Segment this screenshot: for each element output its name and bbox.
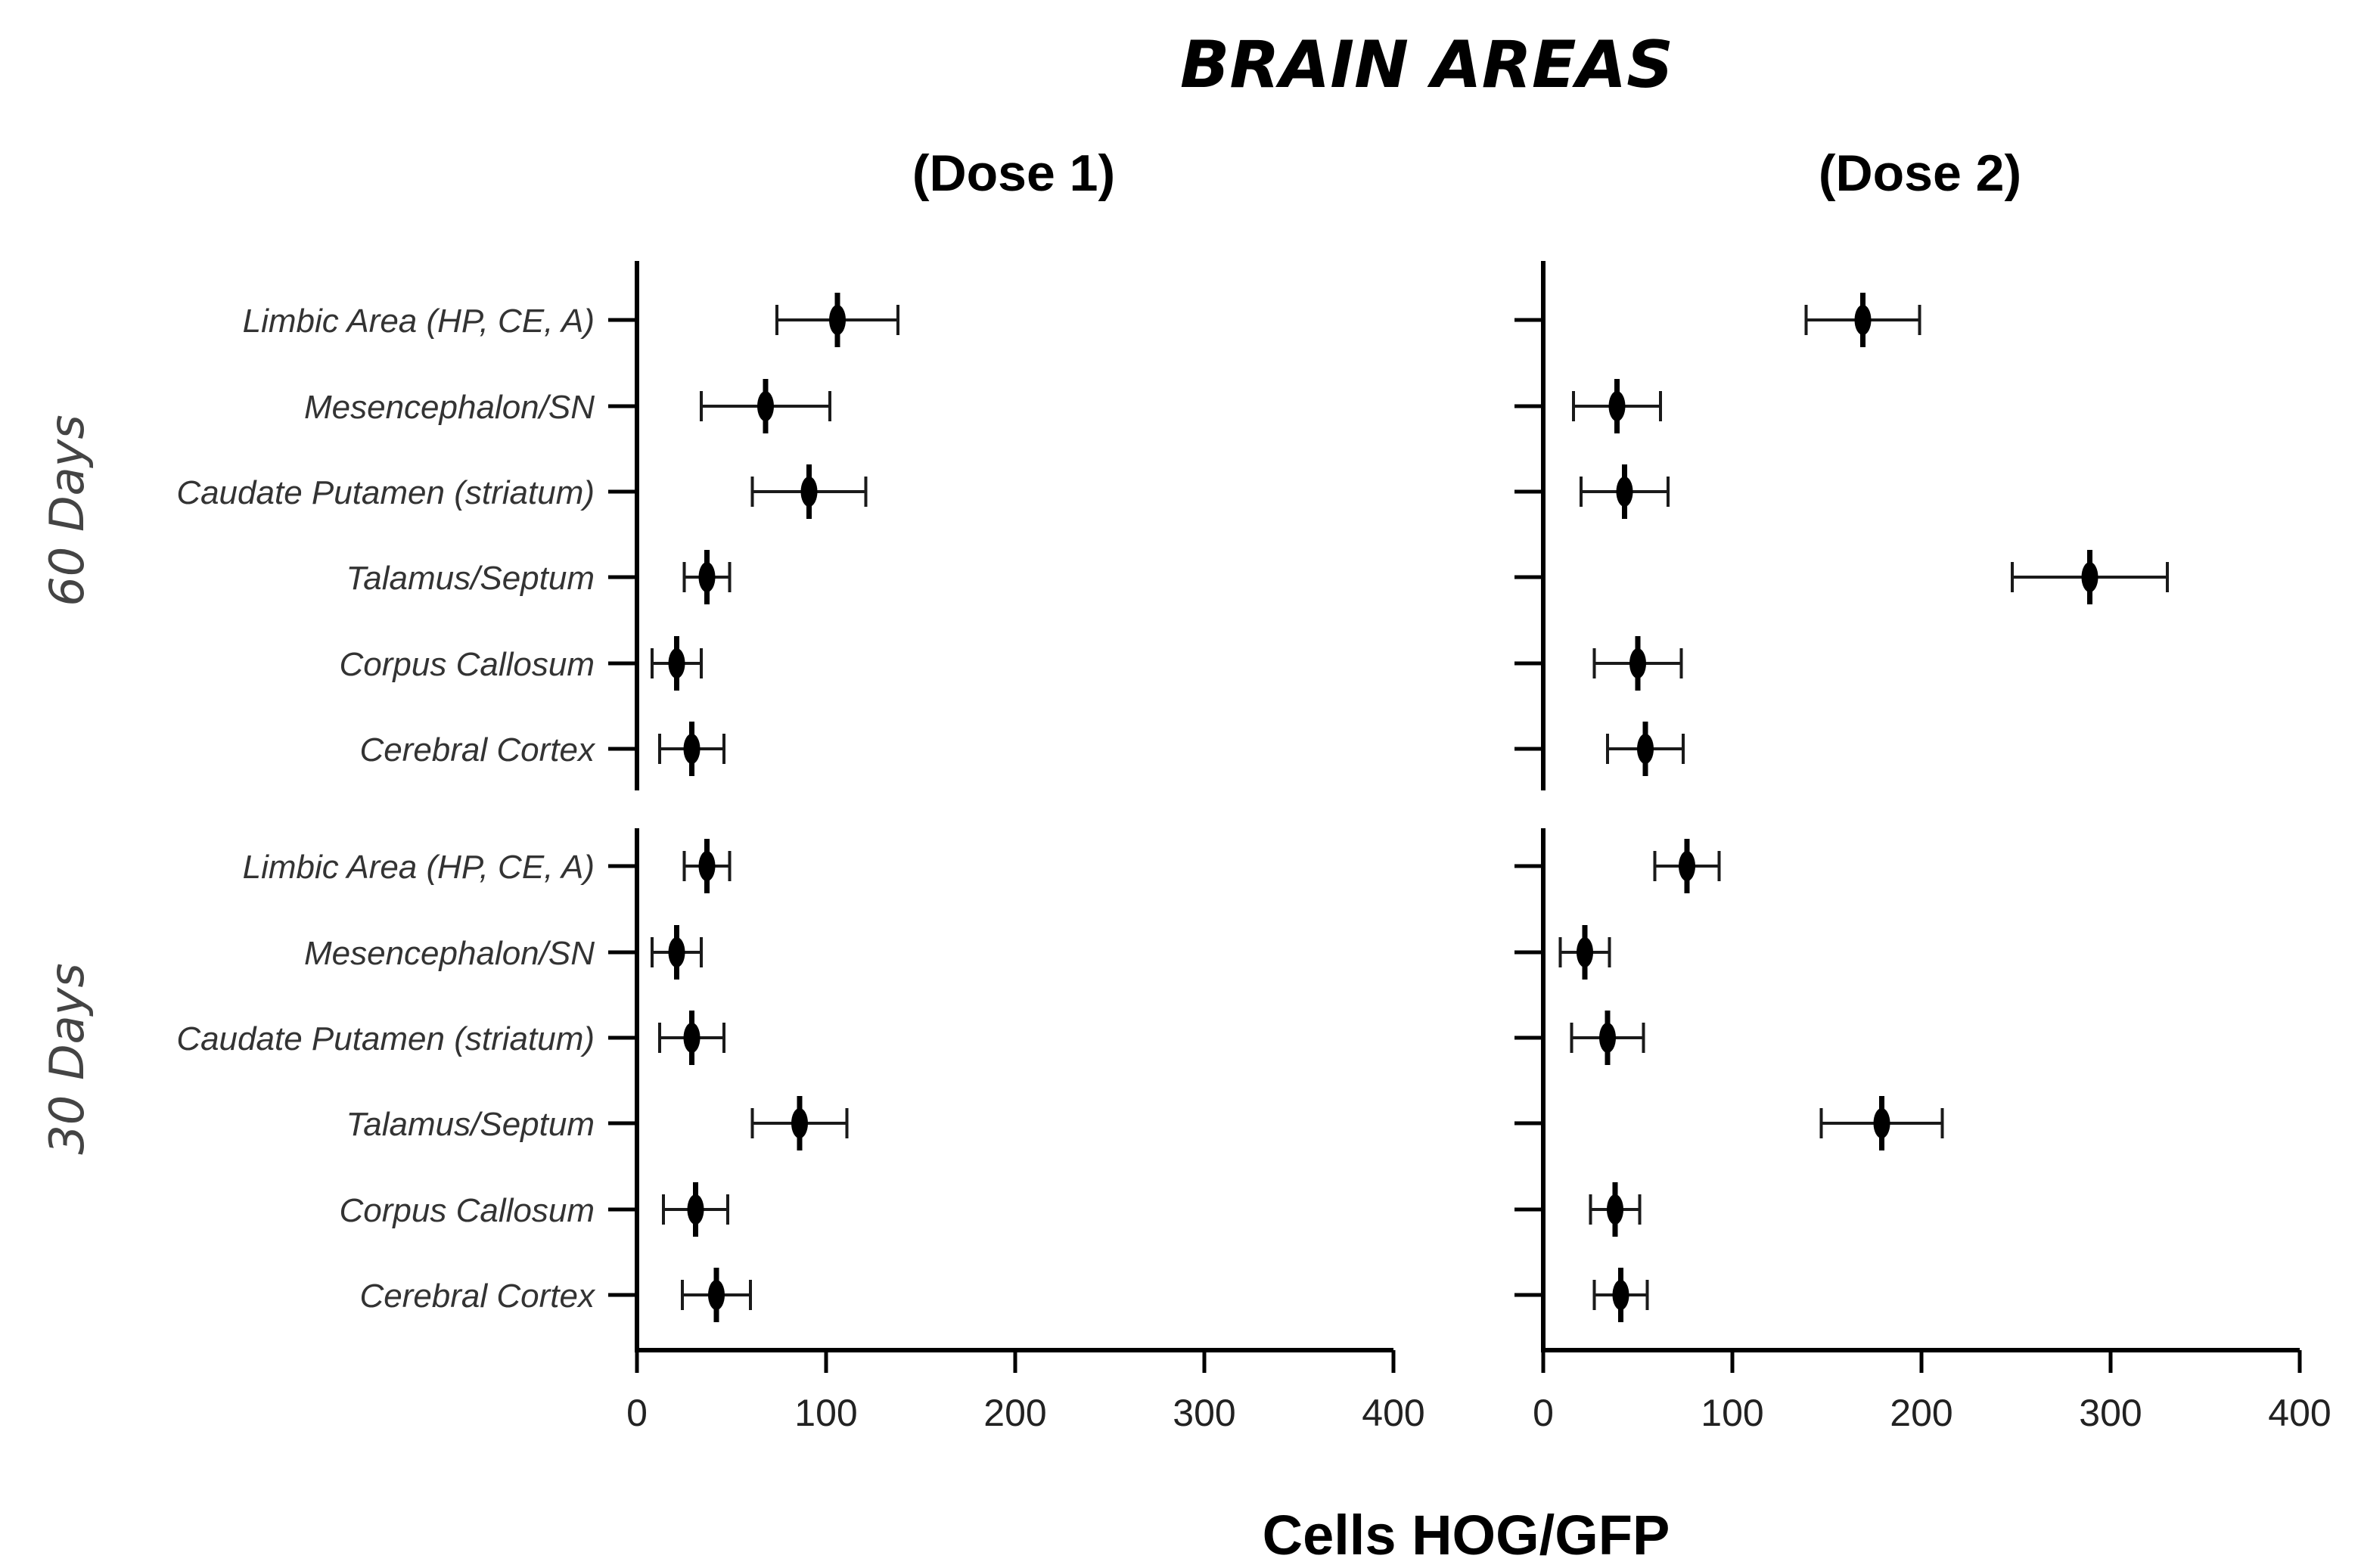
category-label-60-days-caudate-putamen-striatum: Caudate Putamen (striatum) [176,474,595,511]
data-point-dose-2-30-days-corpus-callosum [1607,1194,1623,1225]
category-label-30-days-mesencephalon-sn: Mesencephalon/SN [304,935,595,972]
x-tick-label-dose-1-200: 200 [983,1392,1046,1434]
data-point-dose-1-60-days-corpus-callosum [668,648,685,678]
x-tick-label-dose-2-200: 200 [1890,1392,1952,1434]
data-point-dose-2-60-days-limbic-area-hp-ce-a [1854,305,1872,335]
data-point-dose-2-60-days-mesencephalon-sn [1608,391,1626,421]
data-point-dose-2-60-days-caudate-putamen-striatum [1616,477,1633,507]
data-point-dose-1-30-days-caudate-putamen-striatum [683,1023,701,1053]
data-point-dose-1-60-days-limbic-area-hp-ce-a [829,305,846,335]
x-axis-label: Cells HOG/GFP [1263,1504,1670,1566]
chart-title: BRAIN AREAS [1180,27,1673,103]
data-point-dose-2-30-days-cerebral-cortex [1612,1280,1629,1310]
data-point-dose-2-30-days-caudate-putamen-striatum [1599,1023,1616,1053]
data-point-dose-1-60-days-mesencephalon-sn [757,391,774,421]
data-point-dose-1-30-days-limbic-area-hp-ce-a [698,851,716,881]
data-point-dose-1-30-days-mesencephalon-sn [668,937,685,967]
panel-title-dose-2: (Dose 2) [1819,144,2021,202]
data-point-dose-1-30-days-corpus-callosum [687,1194,704,1225]
category-label-60-days-corpus-callosum: Corpus Callosum [340,646,595,683]
category-label-30-days-cerebral-cortex: Cerebral Cortex [359,1278,596,1315]
category-label-30-days-caudate-putamen-striatum: Caudate Putamen (striatum) [176,1020,595,1057]
panel-title-dose-1: (Dose 1) [912,144,1115,202]
group-label-60-days: 60 Days [39,415,95,606]
data-point-dose-1-60-days-cerebral-cortex [683,734,701,764]
category-label-60-days-limbic-area-hp-ce-a: Limbic Area (HP, CE, A) [243,303,595,340]
data-point-dose-2-60-days-corpus-callosum [1629,648,1646,678]
x-tick-label-dose-2-100: 100 [1701,1392,1763,1434]
chart-marks: Limbic Area (HP, CE, A) Mesencephalon/SN C… [176,261,2331,1434]
category-label-30-days-talamus-septum: Talamus/Septum [346,1106,595,1143]
category-label-30-days-limbic-area-hp-ce-a: Limbic Area (HP, CE, A) [243,849,595,886]
data-point-dose-1-60-days-caudate-putamen-striatum [800,477,818,507]
x-tick-label-dose-1-300: 300 [1173,1392,1235,1434]
data-point-dose-2-30-days-talamus-septum [1873,1108,1890,1138]
data-point-dose-2-60-days-talamus-septum [2081,562,2098,592]
data-point-dose-1-30-days-cerebral-cortex [708,1280,725,1310]
x-tick-label-dose-1-100: 100 [794,1392,857,1434]
data-point-dose-1-30-days-talamus-septum [791,1108,808,1138]
data-point-dose-1-60-days-talamus-septum [698,562,716,592]
category-label-30-days-corpus-callosum: Corpus Callosum [340,1192,595,1229]
category-label-60-days-mesencephalon-sn: Mesencephalon/SN [304,389,595,426]
x-tick-label-dose-2-0: 0 [1533,1392,1554,1434]
x-tick-label-dose-1-0: 0 [626,1392,648,1434]
data-point-dose-2-30-days-limbic-area-hp-ce-a [1679,851,1695,881]
group-label-30-days: 30 Days [39,963,95,1154]
category-label-60-days-cerebral-cortex: Cerebral Cortex [359,731,596,768]
x-tick-label-dose-2-400: 400 [2268,1392,2331,1434]
x-tick-label-dose-1-400: 400 [1362,1392,1424,1434]
data-point-dose-2-60-days-cerebral-cortex [1637,734,1654,764]
data-point-dose-2-30-days-mesencephalon-sn [1577,937,1593,967]
x-tick-label-dose-2-300: 300 [2079,1392,2142,1434]
category-label-60-days-talamus-septum: Talamus/Septum [346,560,595,597]
